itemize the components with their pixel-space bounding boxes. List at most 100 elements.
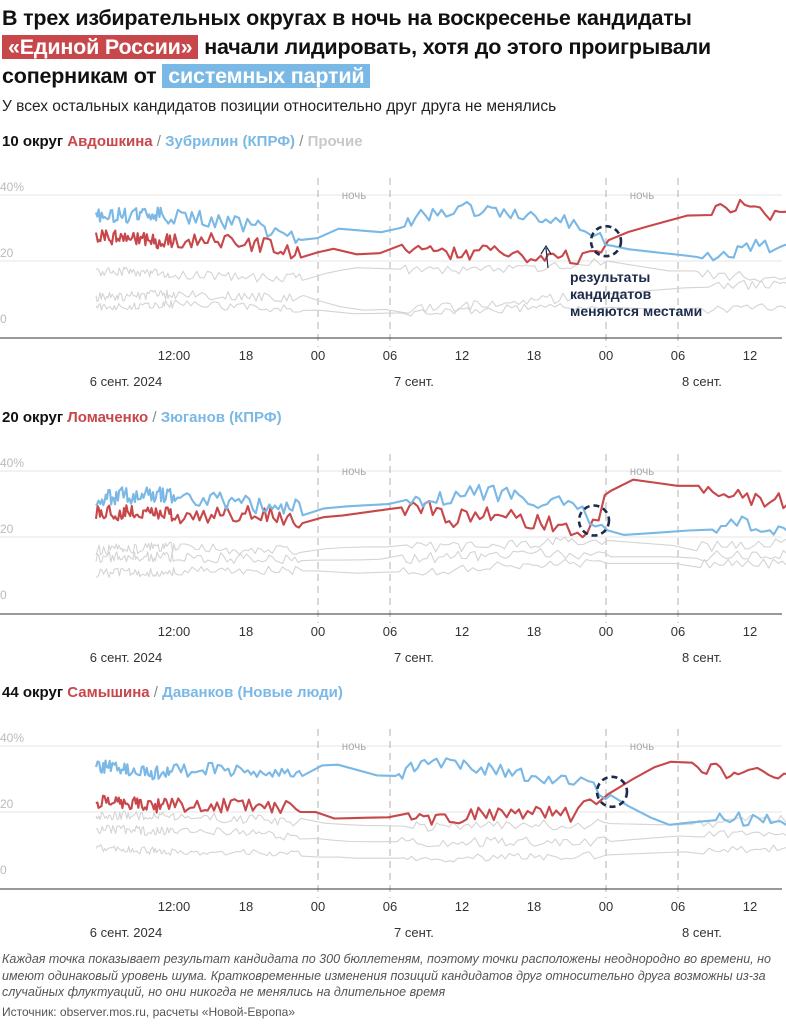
legend-blue-candidate: Зубрилин (КПРФ) [165, 133, 296, 150]
series-line-others [95, 258, 786, 283]
x-tick-label: 12 [743, 348, 757, 363]
y-tick-label: 20 [0, 797, 14, 811]
x-tick-label: 06 [671, 348, 685, 363]
x-tick-label: 18 [527, 624, 541, 639]
night-label: ночь [342, 741, 366, 753]
legend-blue-candidate: Даванков (Новые люди) [162, 684, 343, 701]
x-tick-label: 12:00 [158, 899, 191, 914]
night-label: ночь [342, 466, 366, 478]
series-line-red [95, 760, 786, 826]
series-line-others [95, 558, 786, 578]
series-line-others [95, 548, 786, 565]
crossover-marker [577, 504, 611, 537]
series-line-others [95, 810, 786, 832]
y-tick-label: 0 [0, 863, 7, 877]
crossover-marker [595, 775, 629, 809]
date-label: 8 сент. [682, 374, 722, 389]
x-tick-label: 12 [455, 899, 469, 914]
x-tick-label: 00 [599, 348, 613, 363]
x-tick-label: 12:00 [158, 624, 191, 639]
district-label: 20 округ [2, 409, 64, 426]
annotation-arrow-line [545, 247, 549, 269]
night-label: ночь [630, 466, 654, 478]
y-tick-label: 0 [0, 312, 7, 326]
date-label: 7 сент. [394, 650, 434, 665]
x-tick-label: 00 [599, 899, 613, 914]
legend-others: Прочие [307, 133, 363, 150]
legend-separator: / [149, 684, 163, 701]
x-tick-label: 12 [743, 624, 757, 639]
date-label: 6 сент. 2024 [90, 374, 162, 389]
series-line-others [95, 536, 786, 556]
annotation-arrow-head [540, 244, 552, 255]
date-label: 8 сент. [682, 650, 722, 665]
night-label: ночь [342, 190, 366, 202]
date-label: 7 сент. [394, 374, 434, 389]
legend-red-candidate: Ломаченко [67, 409, 149, 426]
date-label: 6 сент. 2024 [90, 650, 162, 665]
legend-separator: / [152, 133, 166, 150]
series-line-blue [95, 200, 786, 262]
x-tick-label: 00 [599, 624, 613, 639]
x-tick-label: 12 [743, 899, 757, 914]
series-line-red [94, 198, 786, 266]
district-label: 44 округ [2, 684, 64, 701]
title-part-2: начали лидировать, хотя до этого проигры… [2, 35, 711, 88]
legend-red-candidate: Самышина [67, 684, 150, 701]
x-tick-label: 18 [239, 624, 253, 639]
x-tick-label: 18 [239, 348, 253, 363]
title-highlight-united-russia: «Единой России» [2, 35, 199, 59]
x-tick-label: 06 [383, 624, 397, 639]
annotation-line: результаты [570, 269, 650, 285]
panel-title-44: 44 округ Самышина / Даванков (Новые люди… [2, 684, 343, 701]
x-tick-label: 18 [527, 348, 541, 363]
y-tick-label: 20 [0, 522, 14, 536]
crossover-marker [589, 224, 623, 258]
x-tick-label: 18 [239, 899, 253, 914]
title-highlight-system-parties: системных партий [162, 64, 371, 88]
annotation-line: меняются местами [570, 303, 702, 319]
x-tick-label: 06 [383, 899, 397, 914]
x-tick-label: 00 [311, 899, 325, 914]
series-line-blue [94, 757, 786, 827]
legend-blue-candidate: Зюганов (КПРФ) [160, 409, 282, 426]
series-line-red [94, 478, 786, 539]
series-line-others [95, 279, 786, 314]
y-tick-label: 20 [0, 246, 14, 260]
series-line-others [95, 844, 786, 863]
x-tick-label: 12 [455, 348, 469, 363]
night-label: ночь [630, 190, 654, 202]
series-line-blue [95, 483, 786, 536]
x-tick-label: 00 [311, 348, 325, 363]
source-note: Источник: observer.mos.ru, расчеты «Ново… [2, 1005, 295, 1019]
annotation-line: кандидатов [570, 286, 652, 302]
y-tick-label: 40% [0, 456, 24, 470]
legend-red-candidate: Авдошкина [67, 133, 153, 150]
x-tick-label: 06 [671, 624, 685, 639]
panel-title-10: 10 округ Авдошкина / Зубрилин (КПРФ) / П… [2, 133, 363, 150]
title-part-1: В трех избирательных округах в ночь на в… [2, 6, 692, 30]
x-tick-label: 12 [455, 624, 469, 639]
y-tick-label: 0 [0, 588, 7, 602]
y-tick-label: 40% [0, 731, 24, 745]
x-tick-label: 00 [311, 624, 325, 639]
chart-subtitle: У всех остальных кандидатов позиции отно… [2, 98, 557, 115]
legend-separator: / [148, 409, 161, 426]
x-tick-label: 18 [527, 899, 541, 914]
x-tick-label: 06 [383, 348, 397, 363]
night-label: ночь [630, 741, 654, 753]
series-line-others [95, 824, 786, 848]
panel-title-20: 20 округ Ломаченко / Зюганов (КПРФ) [2, 409, 282, 426]
date-label: 7 сент. [394, 925, 434, 940]
district-label: 10 округ [2, 133, 64, 150]
date-label: 8 сент. [682, 925, 722, 940]
chart-title: В трех избирательных округах в ночь на в… [2, 4, 784, 91]
y-tick-label: 40% [0, 180, 24, 194]
x-tick-label: 06 [671, 899, 685, 914]
date-label: 6 сент. 2024 [90, 925, 162, 940]
footnote: Каждая точка показывает результат кандид… [2, 952, 771, 999]
